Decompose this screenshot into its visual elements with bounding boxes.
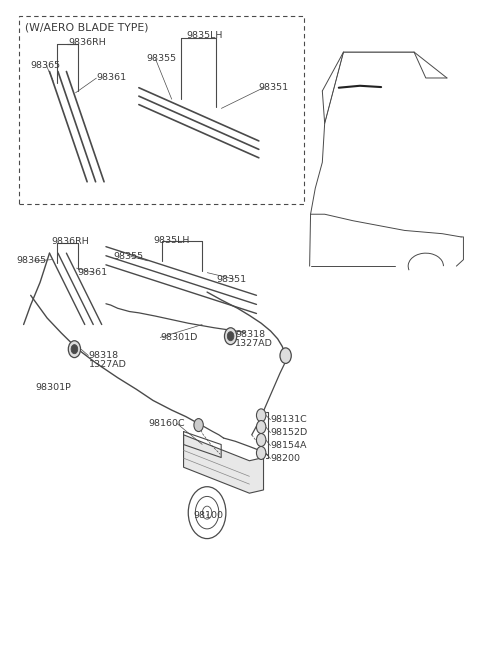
Text: 98100: 98100 xyxy=(193,512,223,520)
Circle shape xyxy=(256,409,266,422)
Text: 98365: 98365 xyxy=(31,60,61,70)
Circle shape xyxy=(68,341,81,357)
Circle shape xyxy=(71,345,78,354)
Polygon shape xyxy=(183,435,264,493)
Text: 9835LH: 9835LH xyxy=(153,236,189,245)
Text: 98365: 98365 xyxy=(16,256,47,265)
Circle shape xyxy=(225,328,237,345)
Text: 9836RH: 9836RH xyxy=(52,237,90,246)
Text: 1327AD: 1327AD xyxy=(235,339,273,348)
Text: 98154A: 98154A xyxy=(271,442,307,450)
Text: 98200: 98200 xyxy=(271,454,300,463)
Text: 98355: 98355 xyxy=(113,252,143,261)
Circle shape xyxy=(194,418,204,432)
Circle shape xyxy=(256,434,266,446)
Text: 98152D: 98152D xyxy=(271,428,308,438)
Circle shape xyxy=(228,332,234,341)
Text: 98318: 98318 xyxy=(235,330,265,339)
Text: 98351: 98351 xyxy=(216,275,247,283)
Text: 98351: 98351 xyxy=(259,83,289,92)
Bar xyxy=(19,17,303,205)
Circle shape xyxy=(256,420,266,434)
Text: 98301D: 98301D xyxy=(160,333,197,342)
Circle shape xyxy=(256,446,266,459)
Text: 98355: 98355 xyxy=(146,54,176,63)
Text: 9836RH: 9836RH xyxy=(68,38,106,47)
Circle shape xyxy=(280,348,291,363)
Text: 98301P: 98301P xyxy=(36,383,71,392)
Text: 98131C: 98131C xyxy=(271,415,307,424)
Text: 98361: 98361 xyxy=(96,73,127,83)
Text: 9835LH: 9835LH xyxy=(186,31,222,40)
Text: 98160C: 98160C xyxy=(148,418,185,428)
Text: (W/AERO BLADE TYPE): (W/AERO BLADE TYPE) xyxy=(24,23,148,33)
Text: 98361: 98361 xyxy=(78,268,108,277)
Text: 1327AD: 1327AD xyxy=(88,360,126,369)
Text: 98318: 98318 xyxy=(88,351,119,360)
